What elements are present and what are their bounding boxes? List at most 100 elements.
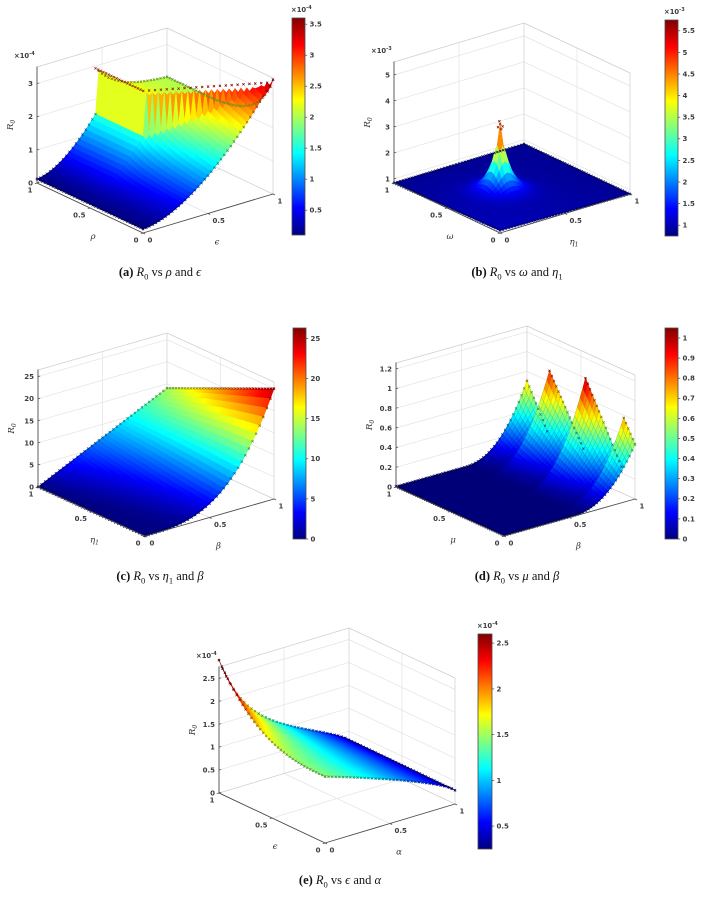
svg-text:0: 0 (509, 540, 514, 548)
svg-text:β: β (575, 542, 581, 552)
subplot-c: 1 0.5 0 0 0.5 1 0 5 10 15 20 25 η1 β R0 0 5 10 15 20 25 (0, 304, 360, 604)
svg-text:1: 1 (210, 797, 215, 805)
svg-text:2: 2 (497, 685, 502, 693)
svg-text:3: 3 (683, 135, 688, 143)
svg-text:2: 2 (210, 698, 215, 706)
svg-text:μ: μ (450, 536, 456, 546)
caption-a: (a) R0 vs ρ and ϵ (10, 265, 310, 282)
svg-text:0: 0 (134, 237, 139, 245)
caption-var2: α (374, 873, 382, 887)
surface-plot-a: 10.50 00.510123ρϵR0×10-40.511.522.533.5×1… (6, 5, 323, 248)
subplot-a: 1 0.5 0 0 0.5 1 0 1 2 3 ρ ϵ R0 ×10-4 0.5 1 1.5 2 2.5 3 3.5 ×1… (0, 0, 360, 300)
svg-text:2: 2 (310, 114, 315, 122)
svg-text:×10-4: ×10-4 (291, 5, 312, 14)
caption-vs: vs (151, 265, 163, 279)
svg-text:1.5: 1.5 (497, 731, 510, 739)
svg-text:0: 0 (136, 540, 141, 548)
svg-text:0.5: 0.5 (255, 822, 268, 830)
surface-plot-d: 10.50 00.5100.20.40.60.811.2μβR000.10.20.… (365, 325, 696, 552)
svg-text:ω: ω (446, 232, 453, 242)
svg-text:3.5: 3.5 (310, 21, 323, 29)
svg-text:3: 3 (310, 52, 315, 60)
svg-text:1: 1 (28, 146, 33, 154)
caption-and: and (531, 569, 550, 583)
svg-text:0.5: 0.5 (73, 212, 86, 220)
svg-text:0: 0 (29, 484, 34, 492)
svg-text:η1: η1 (570, 238, 579, 249)
svg-text:0: 0 (683, 535, 688, 543)
svg-text:1: 1 (635, 198, 640, 206)
svg-text:0.5: 0.5 (310, 207, 323, 215)
svg-text:0.4: 0.4 (683, 455, 696, 463)
caption-math-r: R0 (489, 265, 502, 282)
svg-text:1: 1 (640, 503, 645, 511)
svg-text:ϵ: ϵ (273, 842, 278, 852)
svg-text:0.6: 0.6 (380, 425, 393, 433)
svg-text:0.2: 0.2 (380, 464, 393, 472)
svg-text:1: 1 (29, 491, 34, 499)
svg-text:0.5: 0.5 (213, 217, 226, 225)
svg-text:5.5: 5.5 (683, 27, 696, 35)
svg-text:0.5: 0.5 (570, 217, 583, 225)
caption-index: (e) (298, 873, 313, 887)
svg-text:0.5: 0.5 (497, 823, 510, 831)
caption-math-r: R0 (133, 569, 146, 586)
svg-text:20: 20 (311, 375, 321, 383)
subplot-b: 1 0.5 0 0 0.5 1 1 2 3 4 5 ω η1 R0 ×10-3 1 1.5 2 2.5 3 3.5 4 4.… (357, 0, 716, 300)
svg-text:1: 1 (497, 777, 502, 785)
caption-vs: vs (508, 569, 520, 583)
svg-text:1: 1 (210, 744, 215, 752)
svg-text:1: 1 (683, 334, 688, 342)
svg-text:2.5: 2.5 (683, 157, 696, 165)
caption-var2: β (553, 569, 560, 583)
svg-text:25: 25 (311, 335, 321, 343)
svg-text:ϵ: ϵ (215, 238, 220, 248)
svg-text:0.5: 0.5 (203, 767, 216, 775)
svg-text:1: 1 (28, 187, 33, 195)
svg-text:1: 1 (278, 198, 283, 206)
caption-math-r: R0 (136, 265, 149, 282)
svg-text:0: 0 (316, 847, 321, 855)
caption-math-r: R0 (315, 873, 328, 890)
caption-var1: η1 (162, 569, 174, 586)
svg-text:R0: R0 (188, 725, 199, 736)
svg-text:1.5: 1.5 (203, 721, 216, 729)
svg-text:×10-3: ×10-3 (664, 7, 685, 16)
svg-text:R0: R0 (365, 420, 376, 431)
svg-text:4: 4 (683, 92, 688, 100)
caption-var1: ω (519, 265, 528, 279)
svg-text:1: 1 (310, 176, 315, 184)
caption-d: (d) R0 vs μ and β (367, 569, 667, 586)
caption-b: (b) R0 vs ω and η1 (367, 265, 667, 282)
svg-text:15: 15 (24, 417, 34, 425)
caption-var2: β (197, 569, 204, 583)
svg-text:5: 5 (29, 461, 34, 469)
surface-plot-b: 1 0.5 0 0 0.5 1 1 2 3 4 5 ω η1 R0 ×10-3 1 1.5 2 2.5 3 3.5 4 4.… (363, 7, 696, 249)
svg-text:1: 1 (387, 385, 392, 393)
svg-text:0: 0 (210, 790, 215, 798)
svg-text:0.8: 0.8 (683, 375, 696, 383)
svg-text:1: 1 (387, 491, 392, 499)
svg-text:0: 0 (387, 484, 392, 492)
caption-and: and (176, 569, 195, 583)
caption-and: and (530, 265, 550, 279)
svg-text:2: 2 (683, 178, 688, 186)
svg-text:10: 10 (311, 455, 321, 463)
svg-text:0: 0 (28, 180, 33, 188)
svg-text:R0: R0 (6, 120, 17, 131)
svg-text:2.5: 2.5 (203, 675, 216, 683)
svg-text:0.5: 0.5 (395, 827, 408, 835)
caption-index: (c) (116, 569, 131, 583)
caption-vs: vs (504, 265, 516, 279)
svg-text:0.7: 0.7 (683, 395, 696, 403)
svg-text:×10-4: ×10-4 (14, 51, 35, 60)
caption-math-r: R0 (493, 569, 506, 586)
svg-text:1.5: 1.5 (310, 145, 323, 153)
svg-text:25: 25 (24, 373, 34, 381)
caption-and: and (353, 873, 372, 887)
svg-text:1.2: 1.2 (380, 365, 393, 373)
svg-text:5: 5 (385, 72, 390, 80)
svg-text:ρ: ρ (89, 232, 95, 242)
svg-text:0: 0 (495, 540, 500, 548)
